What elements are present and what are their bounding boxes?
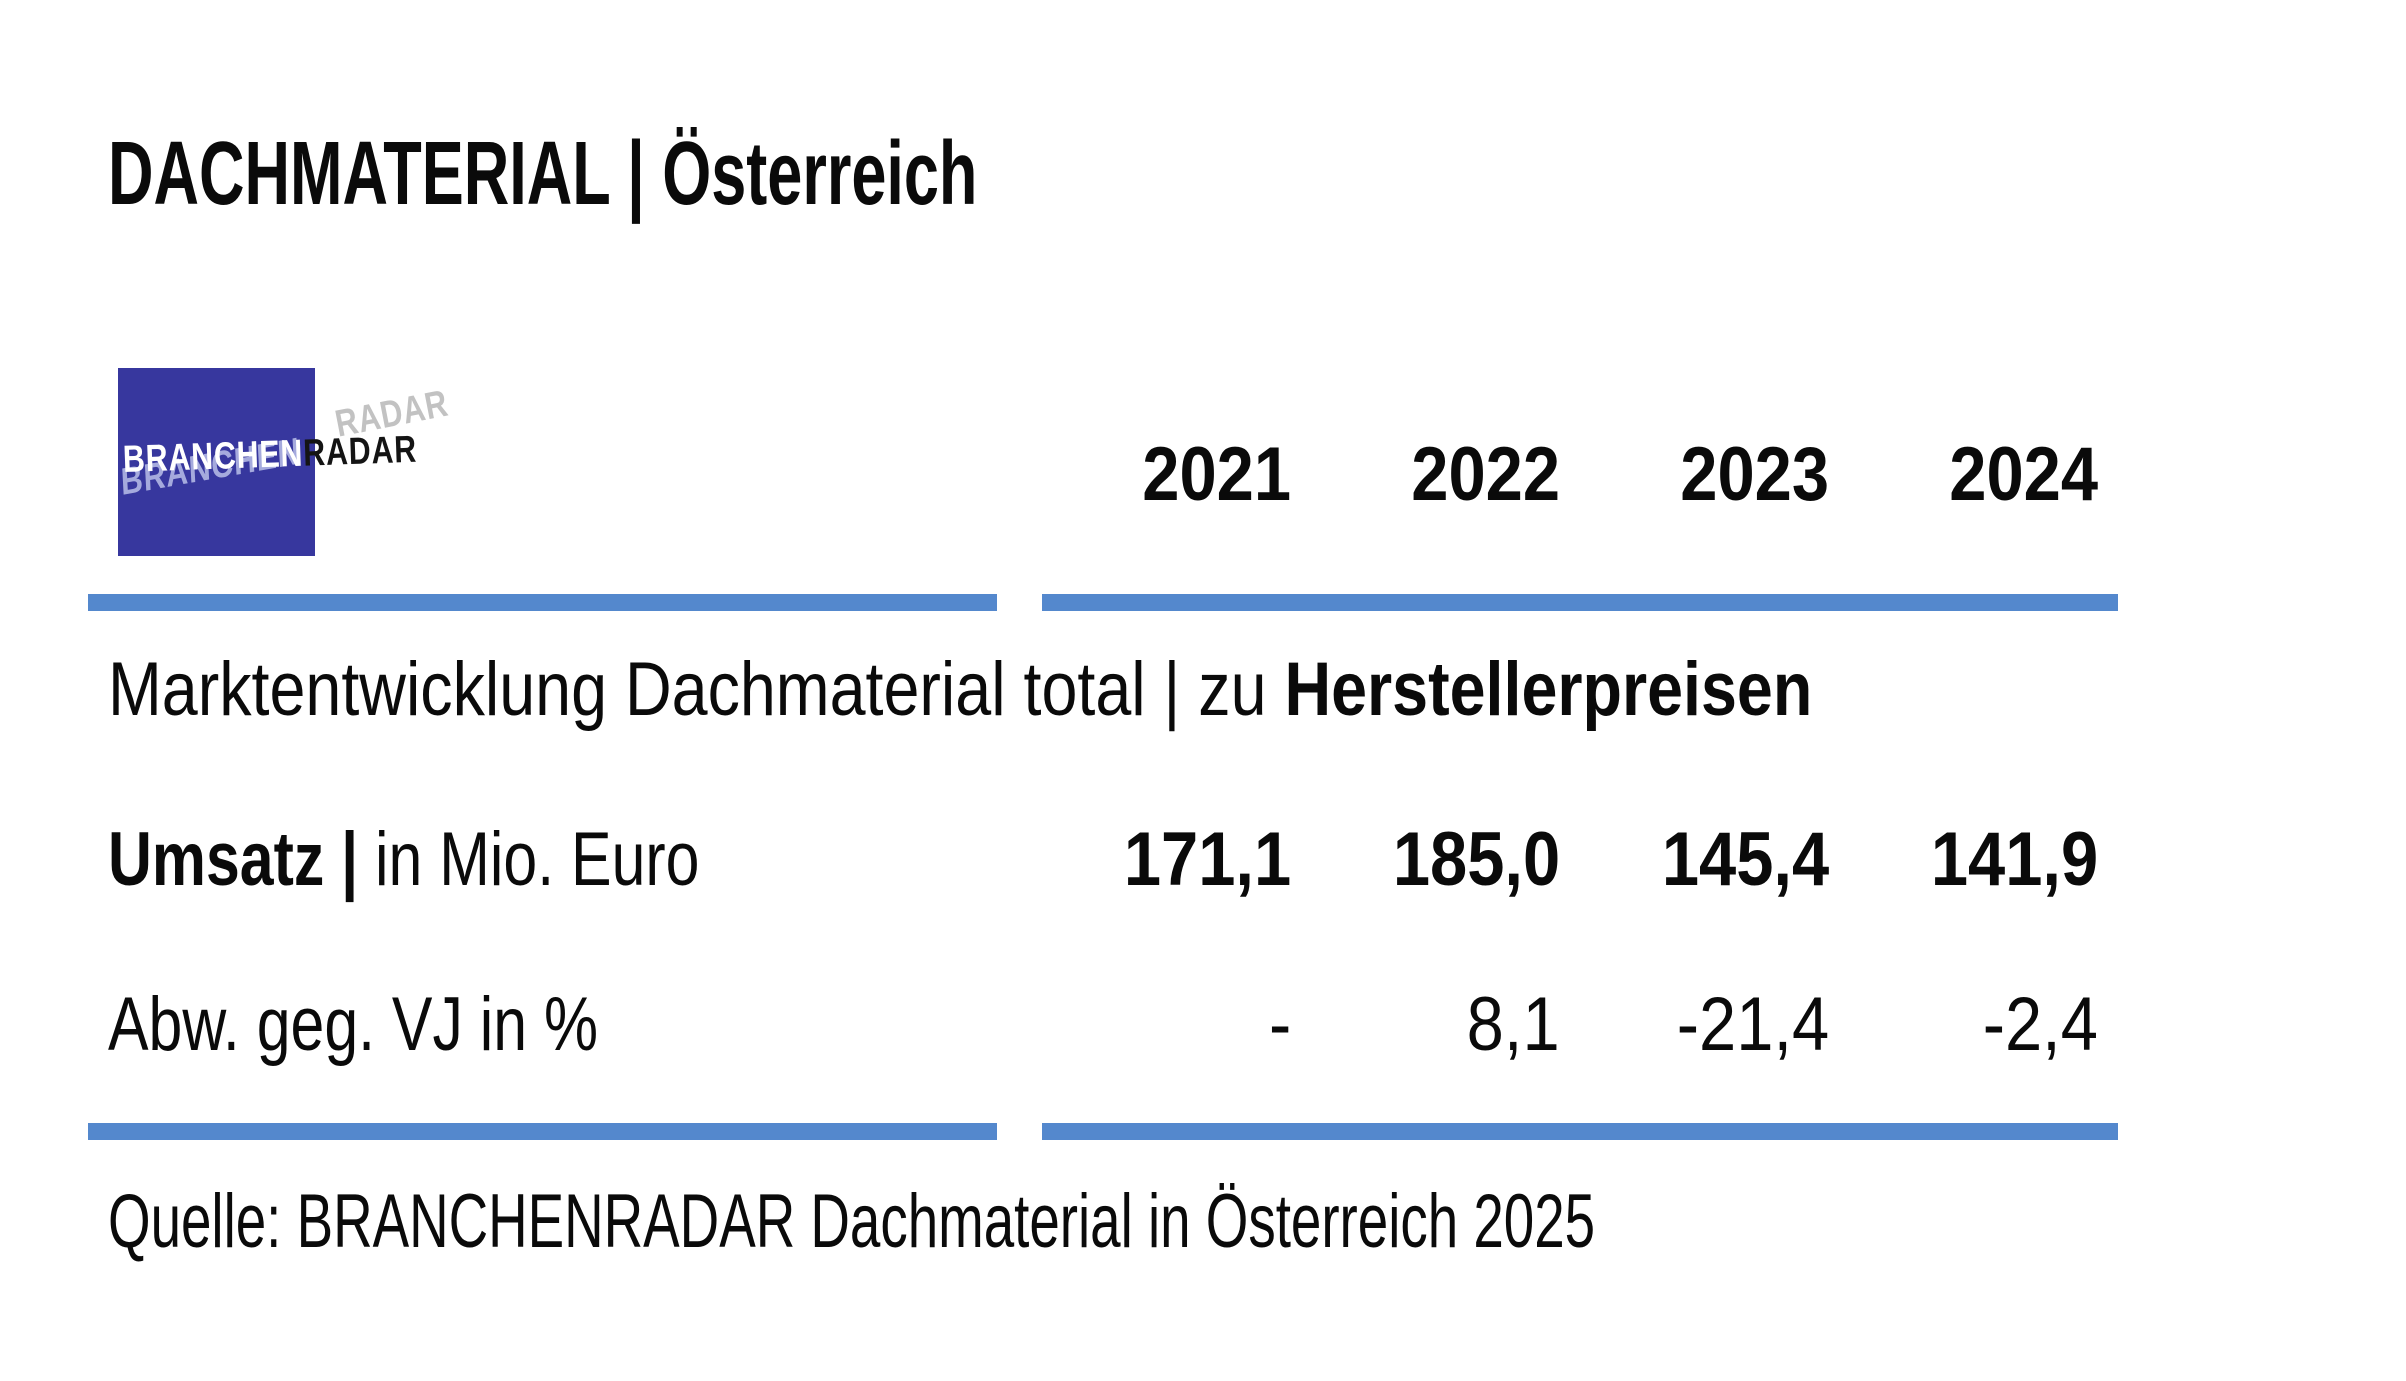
row-umsatz-label-regular: in Mio. Euro: [375, 817, 700, 902]
row-abw-label: Abw. geg. VJ in %: [88, 985, 1042, 1065]
umsatz-value-2023: 145,4: [1661, 817, 1829, 902]
header-year-2021: 2021: [1142, 432, 1291, 517]
header-spacer: [88, 437, 1042, 513]
table-header-row: 2021 2022 2023 2024: [88, 437, 2118, 513]
section-title-bold: Herstellerpreisen: [1284, 647, 1813, 732]
umsatz-value-2021: 171,1: [1123, 817, 1291, 902]
row-umsatz-label: Umsatz | in Mio. Euro: [88, 820, 1042, 900]
divider-segment-left: [88, 594, 997, 611]
divider-bottom: [88, 1123, 2118, 1140]
abw-value-2024: -2,4: [1982, 982, 2098, 1067]
header-year-2024: 2024: [1949, 432, 2098, 517]
abw-value-2022: 8,1: [1467, 982, 1560, 1067]
divider-segment-left: [88, 1123, 997, 1140]
header-year-2023: 2023: [1680, 432, 1829, 517]
abw-value-2023: -21,4: [1676, 982, 1829, 1067]
divider-segment-right: [1042, 594, 2118, 611]
section-title-regular: Marktentwicklung Dachmaterial total | zu: [108, 647, 1285, 732]
divider-top: [88, 594, 2118, 611]
source-note: Quelle: BRANCHENRADAR Dachmaterial in Ös…: [108, 1182, 2173, 1262]
table-row-abweichung: Abw. geg. VJ in % - 8,1 -21,4 -2,4: [88, 985, 2118, 1065]
row-abw-label-regular: Abw. geg. VJ in %: [108, 982, 599, 1067]
page-title-text: DACHMATERIAL | Österreich: [108, 124, 978, 224]
umsatz-value-2024: 141,9: [1930, 817, 2098, 902]
table-row-umsatz: Umsatz | in Mio. Euro 171,1 185,0 145,4 …: [88, 820, 2118, 900]
source-note-text: Quelle: BRANCHENRADAR Dachmaterial in Ös…: [108, 1179, 1596, 1264]
section-title-text: Marktentwicklung Dachmaterial total | zu…: [108, 650, 1812, 730]
row-umsatz-label-bold: Umsatz |: [108, 817, 376, 902]
header-year-2022: 2022: [1411, 432, 1560, 517]
logo-square: [118, 368, 315, 556]
section-title-row: Marktentwicklung Dachmaterial total | zu…: [108, 650, 2113, 730]
abw-value-2021: -: [1268, 982, 1291, 1067]
page-title: DACHMATERIAL | Österreich: [108, 128, 1350, 220]
divider-segment-right: [1042, 1123, 2118, 1140]
umsatz-value-2022: 185,0: [1392, 817, 1560, 902]
